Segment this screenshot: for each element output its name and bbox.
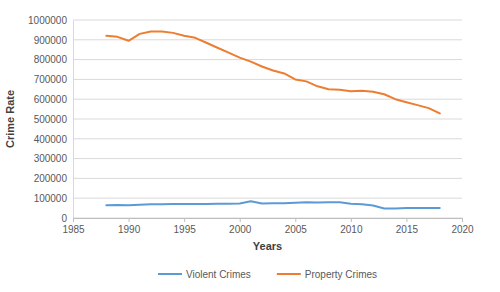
y-tick: 600000 [34, 94, 73, 105]
grid-line [73, 218, 462, 219]
x-axis-line [74, 218, 463, 219]
legend: Violent Crimes Property Crimes [158, 269, 377, 280]
y-tick-label: 700000 [34, 74, 68, 85]
x-tick-label: 1990 [118, 224, 141, 235]
grid-line [73, 99, 462, 100]
y-tick: 0 [61, 213, 73, 224]
x-tick: 1985 [62, 218, 85, 235]
x-tick: 2015 [396, 218, 419, 235]
grid-line [73, 198, 462, 199]
legend-item: Violent Crimes [158, 269, 251, 280]
y-tick-label: 900000 [34, 35, 68, 46]
x-tick-mark [462, 218, 463, 222]
x-tick: 2005 [285, 218, 308, 235]
y-tick-label: 800000 [34, 54, 68, 65]
y-axis: 0 100000 200000 300000 400000 500000 600000 700… [28, 15, 73, 224]
series-line [106, 201, 439, 208]
x-tick: 1995 [174, 218, 197, 235]
legend-label: Property Crimes [305, 269, 377, 280]
x-tick-label: 2020 [451, 224, 474, 235]
x-tick: 2000 [229, 218, 252, 235]
x-tick-mark [295, 218, 296, 222]
y-tick: 400000 [34, 134, 73, 145]
grid-line [73, 138, 462, 139]
legend-item: Property Crimes [277, 269, 377, 280]
y-tick-label: 500000 [34, 114, 68, 125]
legend-swatch [158, 273, 182, 275]
x-axis: 1985 1990 1995 2000 2005 2010 2015 2020 [62, 218, 474, 235]
x-tick-label: 1985 [62, 224, 85, 235]
legend-label: Violent Crimes [186, 269, 251, 280]
legend-swatch [277, 273, 301, 275]
y-tick: 700000 [34, 74, 73, 85]
y-tick-label: 1000000 [28, 15, 67, 26]
x-tick: 2020 [451, 218, 474, 235]
plot-area: 0 100000 200000 300000 400000 500000 600000 700… [28, 15, 474, 235]
x-tick-mark [129, 218, 130, 222]
y-axis-title: Crime Rate [4, 90, 16, 148]
x-tick-mark [351, 218, 352, 222]
x-tick-label: 2005 [285, 224, 308, 235]
grid-line [73, 119, 462, 120]
x-tick-label: 2000 [229, 224, 252, 235]
series-group [106, 31, 439, 208]
y-tick: 500000 [34, 114, 73, 125]
x-tick-mark [73, 218, 74, 222]
y-tick: 200000 [34, 173, 73, 184]
y-tick: 100000 [34, 193, 73, 204]
x-tick-label: 2015 [396, 224, 419, 235]
y-tick-label: 200000 [34, 173, 68, 184]
y-tick-label: 400000 [34, 134, 68, 145]
chart: 0 100000 200000 300000 400000 500000 600000 700… [0, 0, 500, 292]
grid [73, 20, 462, 218]
x-axis-title: Years [253, 240, 282, 252]
x-tick-mark [184, 218, 185, 222]
x-tick-label: 2010 [340, 224, 363, 235]
y-tick-label: 600000 [34, 94, 68, 105]
x-tick-mark [406, 218, 407, 222]
y-tick: 1000000 [28, 15, 73, 26]
grid-line [73, 20, 462, 21]
y-tick: 900000 [34, 35, 73, 46]
grid-line [73, 79, 462, 80]
x-tick-label: 1995 [174, 224, 197, 235]
y-tick: 300000 [34, 153, 73, 164]
y-tick-label: 300000 [34, 153, 68, 164]
grid-line [73, 178, 462, 179]
x-tick: 2010 [340, 218, 363, 235]
grid-line [73, 158, 462, 159]
x-tick-mark [240, 218, 241, 222]
x-tick: 1990 [118, 218, 141, 235]
y-tick-label: 0 [61, 213, 67, 224]
series-line [106, 31, 439, 113]
y-tick: 800000 [34, 54, 73, 65]
y-axis-line [73, 21, 74, 219]
grid-line [73, 59, 462, 60]
y-tick-label: 100000 [34, 193, 68, 204]
